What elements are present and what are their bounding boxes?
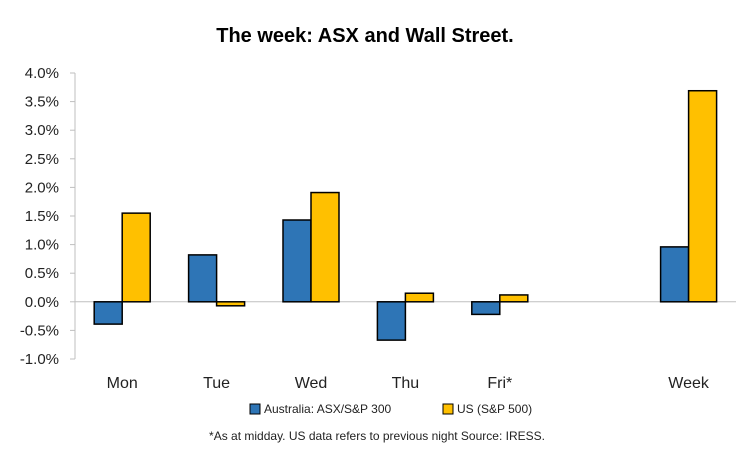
bar-australia-mon [93, 301, 123, 325]
legend-swatch-us [442, 403, 454, 415]
y-axis-ticks: 4.0% 3.5% 3.0% 2.5% 2.0% 1.5% 1.0% 0.5% 0.0% -0.5… [20, 65, 75, 368]
y-tick-label: 0.0% [25, 294, 59, 311]
bar-australia-fri [471, 301, 501, 316]
x-category-label: Fri* [487, 375, 512, 392]
y-tick-label: 0.5% [25, 265, 59, 282]
bar-us-tue [215, 301, 246, 307]
y-tick-label: -1.0% [20, 351, 59, 368]
x-axis-labels: Mon Tue Wed Thu Fri* Week [107, 375, 710, 392]
bar-series [93, 89, 718, 341]
bar-us-thu [404, 292, 435, 303]
y-tick-label: 2.5% [25, 151, 59, 168]
bar-australia-wed [282, 219, 312, 303]
bar-us-fri [499, 294, 529, 303]
y-tick-label: 1.5% [25, 208, 59, 225]
x-category-label: Thu [392, 375, 420, 392]
x-category-label: Tue [203, 375, 230, 392]
x-category-label: Mon [107, 375, 138, 392]
y-tick-label: 1.0% [25, 237, 59, 254]
bar-australia-thu [376, 301, 407, 341]
bar-australia-tue [187, 254, 218, 303]
chart-title: The week: ASX and Wall Street. [216, 25, 513, 47]
x-category-label: Week [668, 375, 710, 392]
legend-label-australia: Australia: ASX/S&P 300 [264, 402, 392, 416]
legend: Australia: ASX/S&P 300 US (S&P 500) [249, 402, 532, 416]
bar-us-wed [310, 191, 340, 303]
bar-australia-week [659, 246, 690, 303]
y-tick-label: -0.5% [20, 322, 59, 339]
bar-us-mon [121, 212, 151, 303]
y-tick-label: 3.5% [25, 94, 59, 111]
legend-swatch-australia [249, 403, 261, 415]
x-category-label: Wed [295, 375, 328, 392]
legend-label-us: US (S&P 500) [457, 402, 532, 416]
y-tick-label: 3.0% [25, 122, 59, 139]
y-tick-label: 4.0% [25, 65, 59, 82]
bar-us-week [687, 89, 718, 303]
y-tick-label: 2.0% [25, 179, 59, 196]
chart-footnote: *As at midday. US data refers to previou… [209, 429, 545, 443]
